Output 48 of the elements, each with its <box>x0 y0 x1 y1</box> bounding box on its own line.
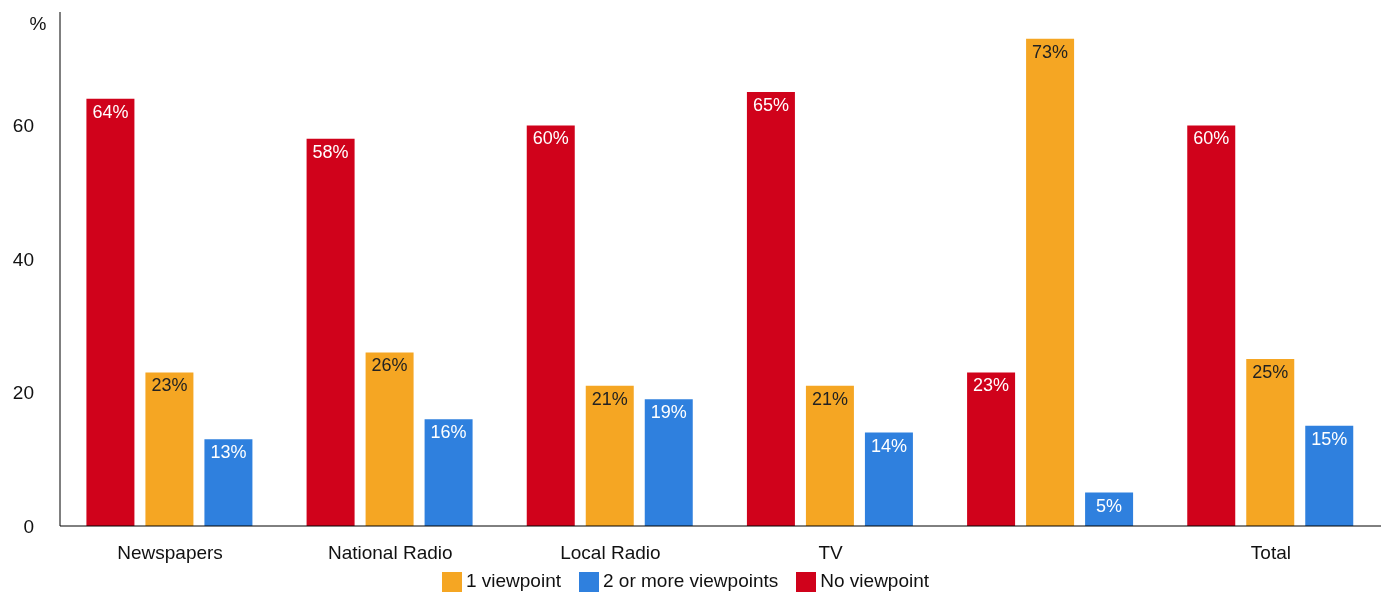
bar <box>1187 125 1236 526</box>
data-label: 65% <box>752 95 789 116</box>
data-label: 21% <box>811 388 848 409</box>
y-tick-label: 60 <box>12 115 34 137</box>
data-label: 73% <box>1032 41 1069 62</box>
data-label: 60% <box>532 128 569 149</box>
legend-label: 2 or more viewpoints <box>602 570 779 591</box>
data-label: 19% <box>650 402 687 423</box>
data-label: 60% <box>1193 128 1230 149</box>
y-tick-label: 0 <box>23 515 34 537</box>
bar <box>86 98 135 526</box>
data-label: 25% <box>1252 362 1289 383</box>
y-axis-title: % <box>29 13 47 34</box>
data-label: 21% <box>591 388 628 409</box>
data-label: 15% <box>1311 428 1348 449</box>
bar <box>365 352 414 526</box>
bar <box>424 419 473 526</box>
bar <box>585 385 634 526</box>
bar <box>1246 359 1295 526</box>
bar <box>1305 425 1354 526</box>
x-tick-label: Total <box>1250 542 1291 564</box>
bar <box>746 92 795 526</box>
data-label: 5% <box>1096 495 1123 516</box>
x-tick-label: National Radio <box>327 542 453 564</box>
bar <box>204 439 253 526</box>
data-label: 14% <box>870 435 907 456</box>
x-tick-label: Local Radio <box>560 542 661 564</box>
x-tick-label: TV <box>818 542 844 564</box>
y-tick-label: 40 <box>12 248 34 270</box>
bar <box>145 372 194 526</box>
data-label: 64% <box>92 101 129 122</box>
y-tick-label: 20 <box>12 382 34 404</box>
x-tick-label: Newspapers <box>117 542 223 564</box>
legend-label: No viewpoint <box>820 570 930 591</box>
bar <box>967 372 1016 526</box>
data-label: 26% <box>371 355 408 376</box>
data-label: 23% <box>151 375 188 396</box>
bar <box>805 385 854 526</box>
bar <box>526 125 575 526</box>
bar <box>306 138 355 526</box>
bar <box>864 432 913 526</box>
bar <box>644 399 693 526</box>
data-label: 23% <box>973 375 1010 396</box>
data-label: 13% <box>210 442 247 463</box>
data-label: 58% <box>312 141 349 162</box>
legend-label: 1 viewpoint <box>465 570 561 591</box>
data-label: 16% <box>430 422 467 443</box>
bar <box>1026 38 1075 526</box>
